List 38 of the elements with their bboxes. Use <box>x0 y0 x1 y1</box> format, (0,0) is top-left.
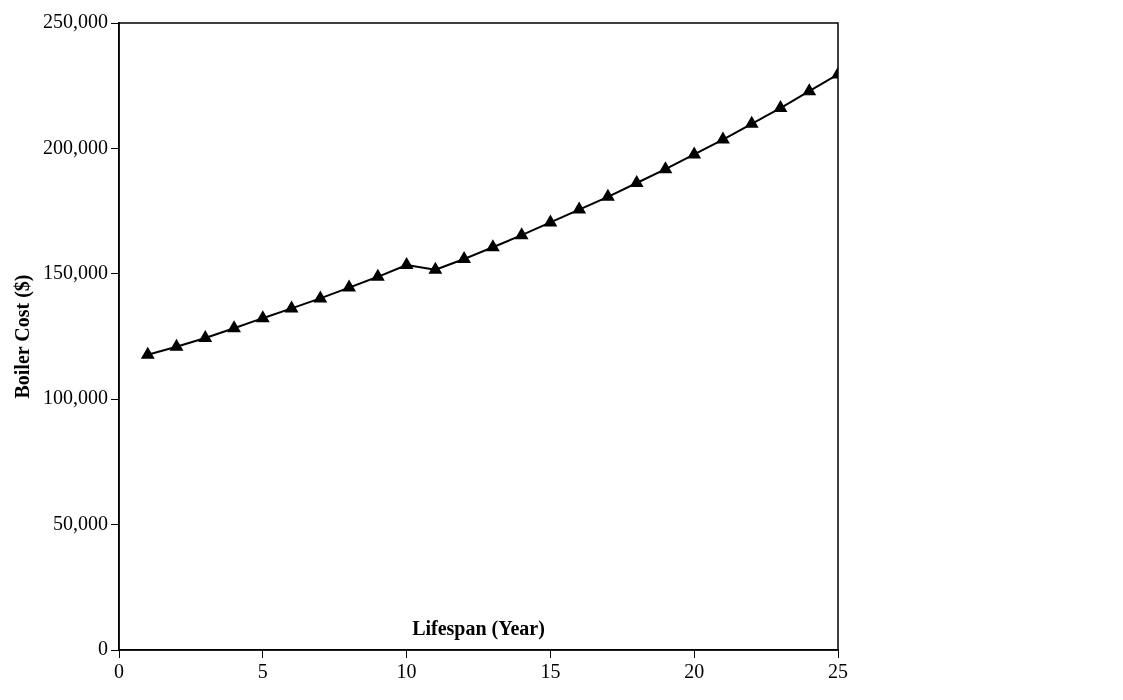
point <box>141 347 154 359</box>
point <box>227 321 241 333</box>
point <box>342 280 356 292</box>
x-tick-label: 10 <box>396 660 417 683</box>
point <box>544 215 557 227</box>
x-tick-label: 0 <box>114 660 124 683</box>
point <box>745 116 758 128</box>
y-tick-label: 50,000 <box>53 511 108 534</box>
y-axis-title: Boiler Cost ($) <box>11 274 35 399</box>
x-tick-label: 5 <box>257 660 268 683</box>
point <box>515 228 528 240</box>
y-tick-label: 250,000 <box>43 10 108 33</box>
point <box>199 331 212 343</box>
y-tick-label: 200,000 <box>43 135 108 158</box>
x-axis-title: Lifespan (Year) <box>412 617 545 641</box>
point <box>774 101 787 113</box>
x-tick-label: 25 <box>828 660 848 683</box>
y-tick-label: 150,000 <box>43 261 108 284</box>
point <box>371 269 385 281</box>
point <box>285 301 298 313</box>
x-tick-label: 15 <box>540 660 561 683</box>
point <box>803 84 816 96</box>
x-tick-label: 20 <box>684 660 705 683</box>
y-tick-label: 0 <box>98 637 108 660</box>
point <box>659 162 672 174</box>
point <box>630 176 643 188</box>
point <box>572 202 586 214</box>
point <box>486 240 500 252</box>
y-tick-label: 100,000 <box>43 386 108 409</box>
point <box>400 258 413 270</box>
point <box>256 311 269 323</box>
point <box>688 147 701 159</box>
point <box>601 189 615 201</box>
point <box>429 262 442 274</box>
point <box>716 132 730 144</box>
point <box>314 291 327 303</box>
point <box>170 339 183 351</box>
point <box>457 252 471 263</box>
